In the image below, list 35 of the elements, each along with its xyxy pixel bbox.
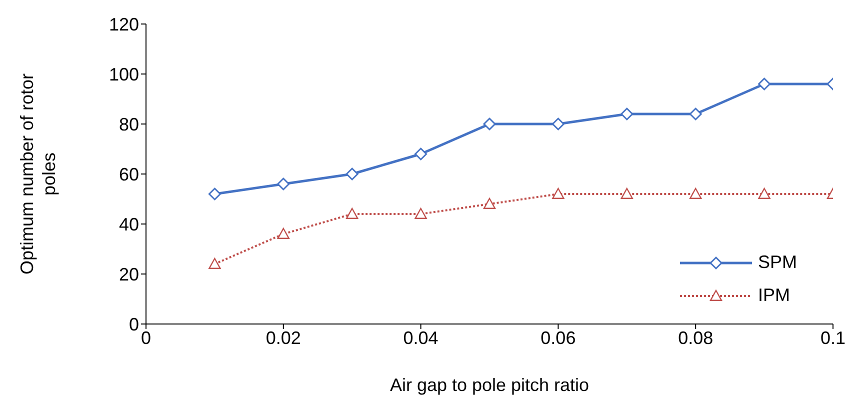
point xyxy=(208,188,221,200)
y-tick-label: 40 xyxy=(118,214,139,234)
point xyxy=(689,108,702,120)
point xyxy=(483,118,496,130)
x-tick-label: 0.02 xyxy=(266,328,301,348)
y-tick-label: 60 xyxy=(118,164,139,184)
legend-label: SPM xyxy=(758,252,798,273)
x-tick-label: 0.08 xyxy=(678,328,714,348)
x-axis-title: Air gap to pole pitch ratio xyxy=(390,374,590,395)
x-tick-label: 0.04 xyxy=(403,328,438,348)
point xyxy=(483,198,496,209)
point xyxy=(758,78,771,90)
y-tick-label: 80 xyxy=(118,114,139,134)
point xyxy=(346,168,358,180)
y-tick-label: 100 xyxy=(108,64,139,84)
point xyxy=(346,208,358,219)
point xyxy=(277,178,290,190)
y-axis-title: Optimum number of rotor poles xyxy=(17,73,59,275)
point xyxy=(758,188,770,199)
point xyxy=(620,108,634,120)
point xyxy=(620,188,633,199)
point xyxy=(690,188,702,199)
x-tick-label: 0.06 xyxy=(540,328,576,348)
y-tick-label: 20 xyxy=(118,264,139,284)
x-tick-label: 0.1 xyxy=(820,328,846,348)
x-tick-label: 0 xyxy=(140,328,152,348)
y-tick-label: 120 xyxy=(108,14,139,34)
point xyxy=(277,228,290,239)
point xyxy=(552,118,564,130)
point xyxy=(208,258,221,269)
y-tick-label: 0 xyxy=(128,314,139,334)
point xyxy=(414,208,427,219)
point xyxy=(414,148,428,160)
legend-label: IPM xyxy=(758,285,790,306)
point xyxy=(552,188,564,199)
